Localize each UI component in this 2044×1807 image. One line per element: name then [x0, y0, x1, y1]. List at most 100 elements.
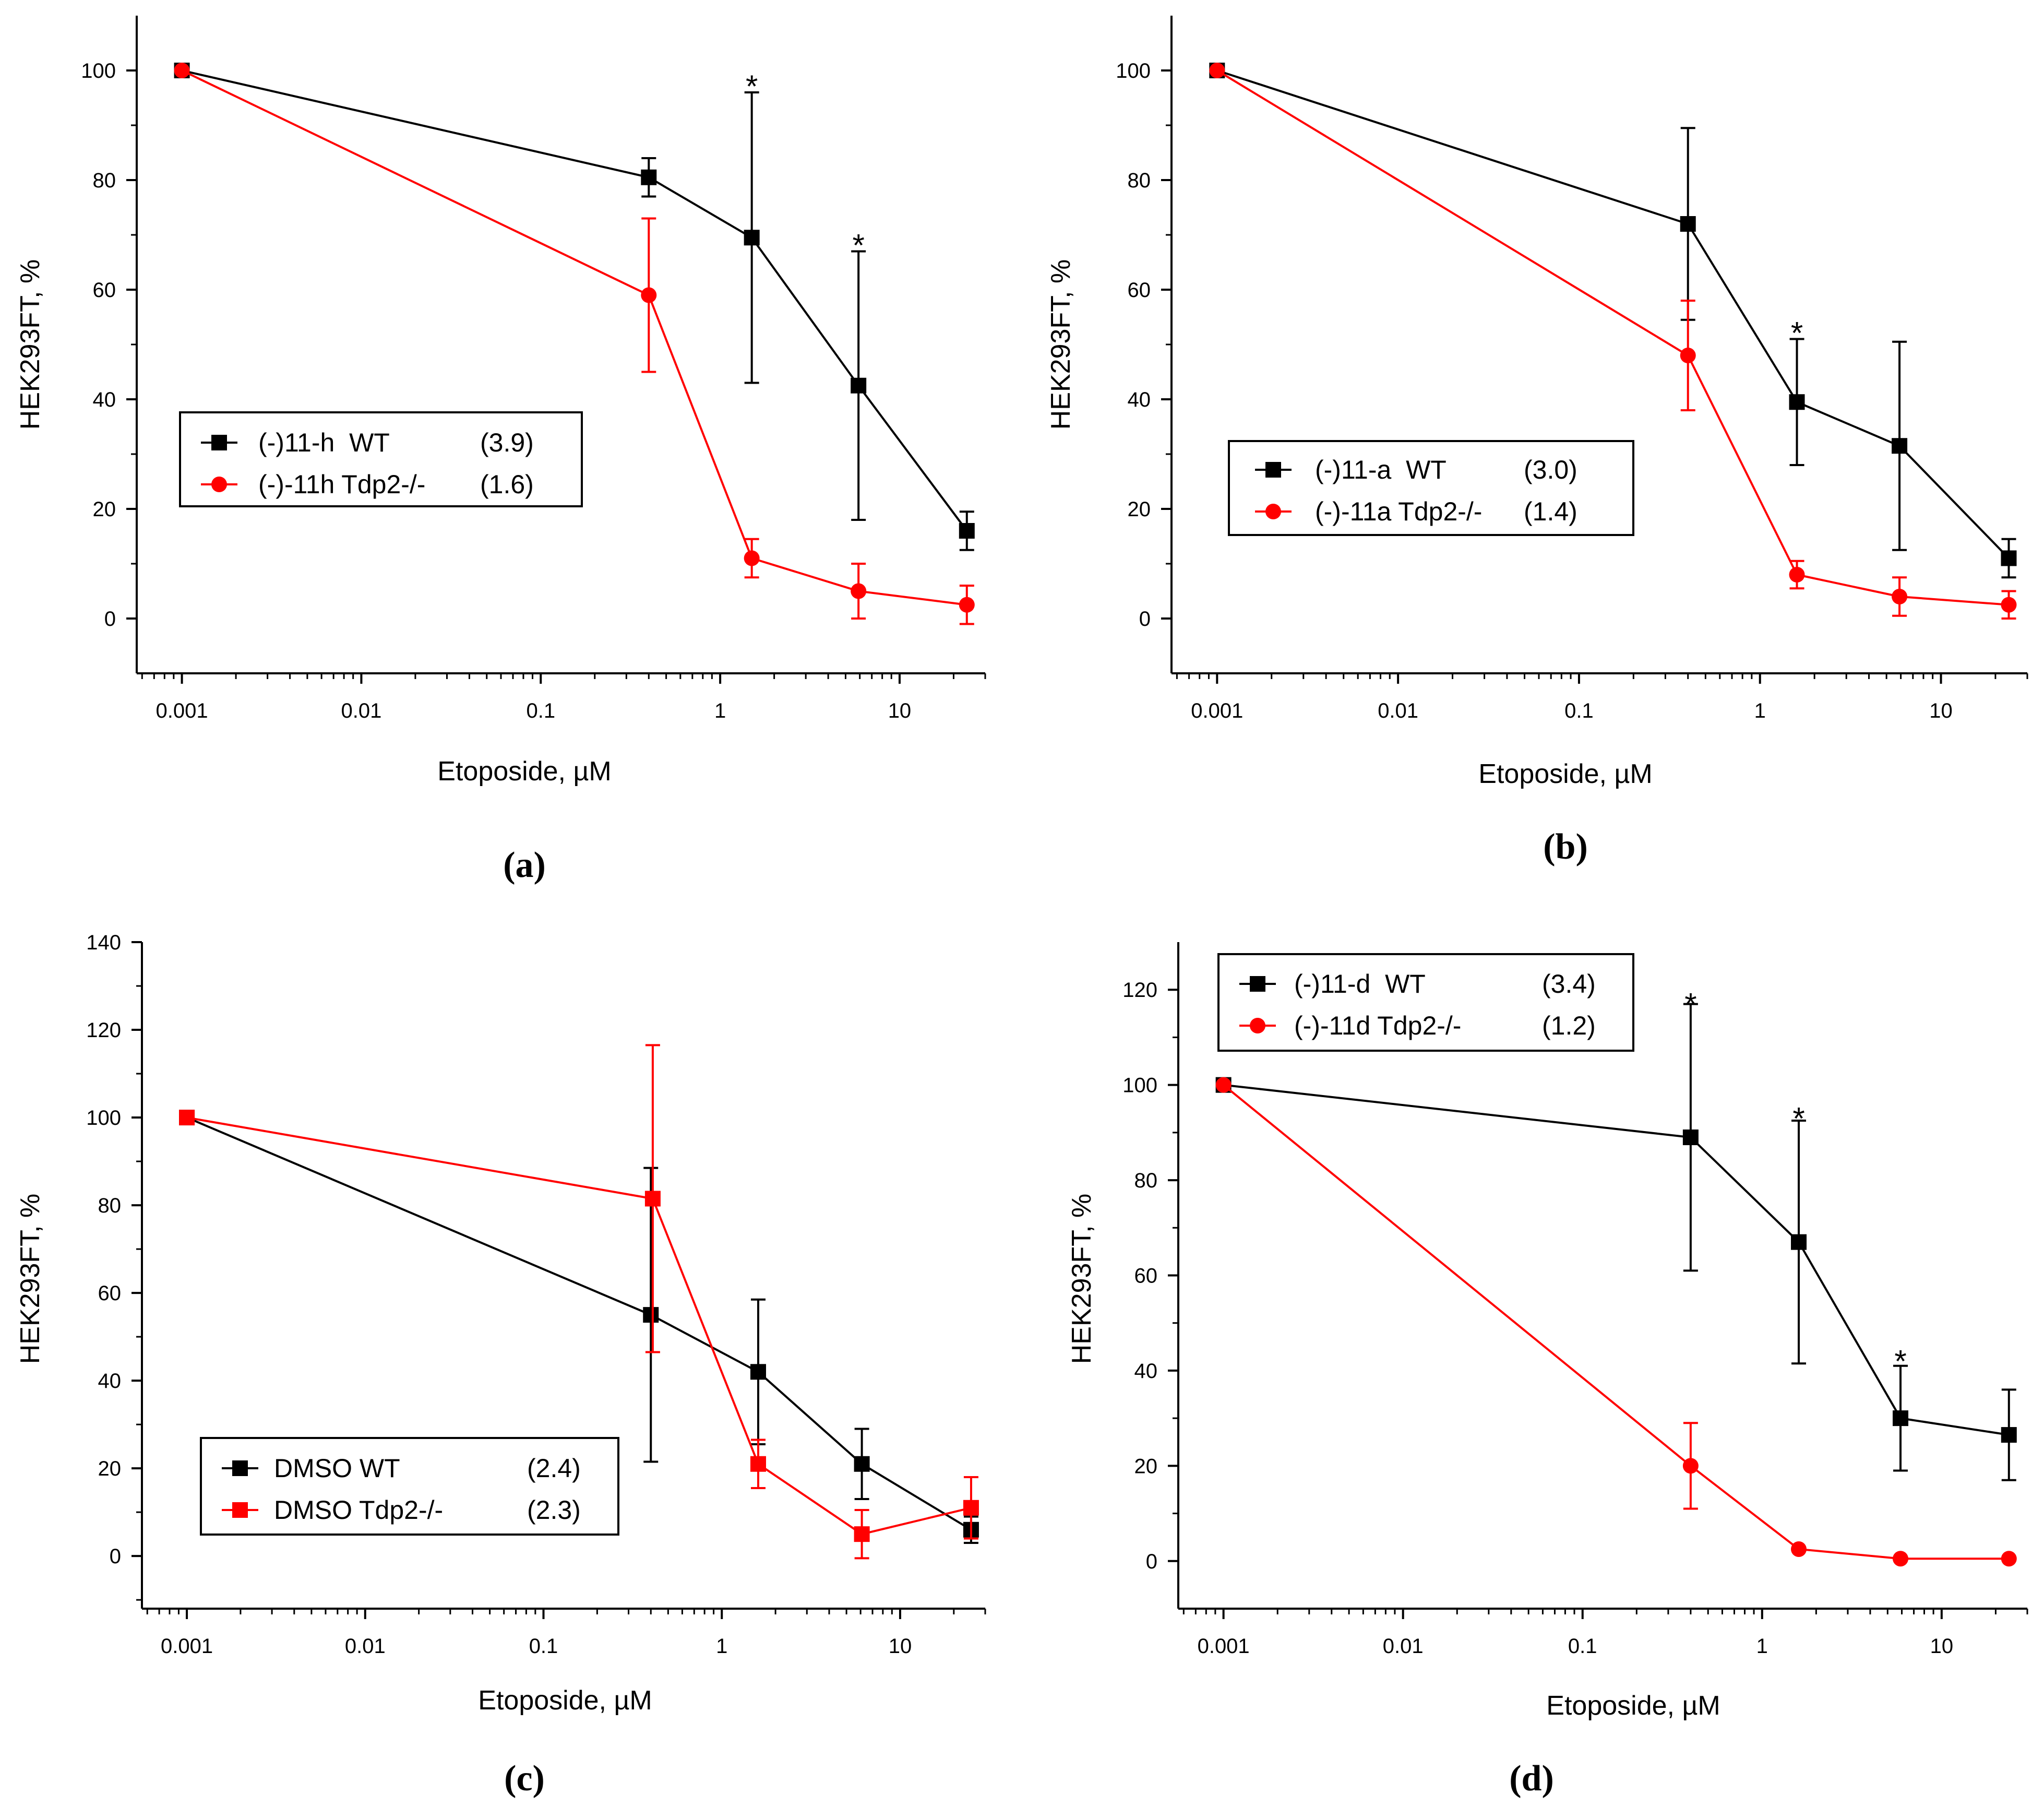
y-tick-label: 140 [86, 931, 121, 954]
data-point [643, 1307, 659, 1323]
legend-label: DMSO WT [274, 1454, 400, 1483]
data-point [2001, 1427, 2017, 1443]
y-tick-label: 100 [1122, 1074, 1157, 1097]
significance-asterisk: * [852, 228, 864, 263]
legend-value: (1.6) [480, 470, 534, 499]
data-point [959, 523, 975, 539]
legend-marker [232, 1502, 248, 1518]
series-2 [1215, 1077, 2017, 1567]
y-tick-label: 0 [1139, 608, 1151, 631]
legend-marker [1265, 462, 1281, 478]
data-point [1680, 348, 1696, 363]
legend-label: (-)-11a Tdp2-/- [1315, 497, 1482, 526]
data-point [1892, 589, 1908, 604]
x-axis-title: Etoposide, µM [437, 756, 611, 787]
legend: (-)11-d WT (3.4) (-)-11d Tdp2-/- (1.2) [1217, 953, 1634, 1052]
x-tick-label: 1 [716, 1635, 727, 1658]
legend-label: (-)11-a WT [1315, 455, 1447, 484]
chart-panel-4: 0 20 40 60 80 100 120 0.001 0.01 0.1 1 10 Etoposide,… [1067, 942, 2028, 1721]
data-point [1215, 1077, 1232, 1093]
panel-caption-d: (d) [1509, 1758, 1554, 1799]
y-tick-label: 60 [93, 279, 116, 302]
x-tick-label: 0.1 [1568, 1635, 1597, 1658]
legend-marker [211, 477, 227, 492]
y-tick-label: 20 [1134, 1455, 1158, 1478]
y-tick-label: 40 [93, 388, 116, 411]
y-tick-label: 40 [1128, 388, 1151, 411]
legend-box [1217, 953, 1634, 1052]
x-tick-label: 1 [1754, 699, 1766, 722]
data-point [959, 597, 975, 613]
data-point [2001, 597, 2017, 613]
data-point [1893, 1551, 1909, 1567]
legend: (-)11-a WT (3.0) (-)-11a Tdp2-/- (1.4) [1228, 440, 1634, 536]
panel-caption-b: (b) [1543, 827, 1588, 867]
y-tick-label: 40 [98, 1370, 122, 1393]
legend-label: (-)-11h Tdp2-/- [258, 470, 425, 499]
y-tick-label: 0 [1146, 1550, 1157, 1573]
x-tick-label: 10 [888, 699, 912, 722]
data-point [179, 1110, 195, 1126]
x-tick-label: 0.001 [1191, 699, 1243, 722]
legend-label: DMSO Tdp2-/- [274, 1495, 443, 1525]
y-tick-label: 60 [1134, 1265, 1158, 1288]
x-tick-label: 0.01 [1383, 1635, 1424, 1658]
legend-label: (-)-11d Tdp2-/- [1294, 1011, 1461, 1040]
data-point [963, 1500, 979, 1516]
significance-asterisk: * [1792, 1101, 1804, 1136]
x-tick-label: 1 [714, 699, 726, 722]
data-point [644, 1191, 661, 1207]
significance-asterisk: * [1684, 986, 1696, 1021]
data-point [851, 377, 867, 394]
data-point [1892, 438, 1908, 454]
series-2 [1209, 63, 2017, 620]
legend-box [200, 1437, 619, 1536]
y-tick-label: 20 [1128, 498, 1151, 521]
legend-value: (3.9) [480, 428, 534, 457]
y-tick-label: 60 [1128, 279, 1151, 302]
y-tick-label: 80 [93, 169, 116, 192]
legend-box [1228, 440, 1634, 536]
legend-value: (1.2) [1542, 1011, 1596, 1040]
y-tick-label: 100 [86, 1107, 121, 1130]
panel-caption-c: (c) [504, 1758, 545, 1799]
data-point [1680, 216, 1696, 232]
y-tick-label: 0 [110, 1545, 121, 1568]
series-2 [179, 1044, 979, 1560]
significance-asterisk: * [1894, 1344, 1906, 1379]
y-tick-label: 120 [86, 1019, 121, 1042]
legend-value: (2.4) [527, 1454, 581, 1483]
data-point [750, 1364, 766, 1380]
x-tick-label: 0.001 [1198, 1635, 1250, 1658]
legend-value: (3.4) [1542, 969, 1596, 998]
x-tick-label: 0.1 [1564, 699, 1594, 722]
data-point [1682, 1458, 1699, 1474]
chart-panel-2: 0 20 40 60 80 100 0.001 0.01 0.1 1 10 Etoposide, µM… [1046, 16, 2028, 789]
y-tick-label: 20 [93, 498, 116, 521]
x-tick-label: 0.01 [341, 699, 381, 722]
data-point [854, 1526, 870, 1542]
y-axis-title: HEK293FT, % [1046, 259, 1076, 430]
panel-caption-a: (a) [503, 845, 546, 885]
data-point [744, 230, 760, 246]
y-tick-label: 0 [104, 608, 116, 631]
data-point [1791, 1541, 1807, 1557]
y-tick-label: 40 [1134, 1360, 1158, 1383]
y-tick-label: 80 [1128, 169, 1151, 192]
legend-marker [1250, 1018, 1265, 1033]
x-tick-label: 10 [889, 1635, 912, 1658]
x-tick-label: 10 [1930, 1635, 1954, 1658]
chart-panel-3: 0 20 40 60 80 100 120 140 0.001 0.01 0.1 1 10 Etoposi… [15, 931, 986, 1716]
y-tick-label: 100 [1116, 60, 1151, 82]
data-point [851, 583, 867, 599]
legend-label: (-)11-h WT [258, 428, 390, 457]
data-point [1682, 1129, 1699, 1145]
data-point [641, 169, 657, 185]
data-point [1893, 1410, 1909, 1426]
series-2 [174, 63, 975, 625]
legend-value: (2.3) [527, 1495, 581, 1525]
legend-marker [1265, 504, 1281, 519]
legend-marker [1250, 976, 1265, 992]
significance-asterisk: * [1791, 316, 1803, 351]
x-tick-label: 10 [1929, 699, 1953, 722]
